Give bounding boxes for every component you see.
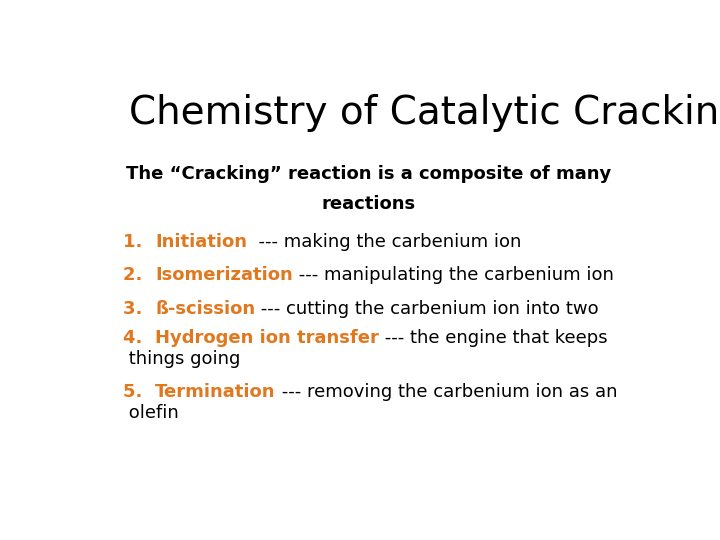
Text: --- cutting the carbenium ion into two: --- cutting the carbenium ion into two — [256, 300, 599, 318]
Text: reactions: reactions — [322, 194, 416, 213]
Text: 2.: 2. — [124, 266, 156, 285]
Text: olefin: olefin — [124, 404, 179, 422]
Text: Isomerization: Isomerization — [156, 266, 293, 285]
Text: Termination: Termination — [156, 383, 276, 401]
Text: The “Cracking” reaction is a composite of many: The “Cracking” reaction is a composite o… — [127, 165, 611, 183]
Text: 5.: 5. — [124, 383, 156, 401]
Text: ß-scission: ß-scission — [156, 300, 256, 318]
Text: 4.: 4. — [124, 329, 156, 347]
Text: 1.: 1. — [124, 233, 156, 251]
Text: Hydrogen ion transfer: Hydrogen ion transfer — [156, 329, 379, 347]
Text: Chemistry of Catalytic Cracking: Chemistry of Catalytic Cracking — [129, 94, 720, 132]
Text: --- making the carbenium ion: --- making the carbenium ion — [248, 233, 522, 251]
Text: --- removing the carbenium ion as an: --- removing the carbenium ion as an — [276, 383, 617, 401]
Text: 3.: 3. — [124, 300, 156, 318]
Text: things going: things going — [124, 349, 241, 368]
Text: --- manipulating the carbenium ion: --- manipulating the carbenium ion — [293, 266, 614, 285]
Text: --- the engine that keeps: --- the engine that keeps — [379, 329, 608, 347]
Text: Initiation: Initiation — [156, 233, 248, 251]
